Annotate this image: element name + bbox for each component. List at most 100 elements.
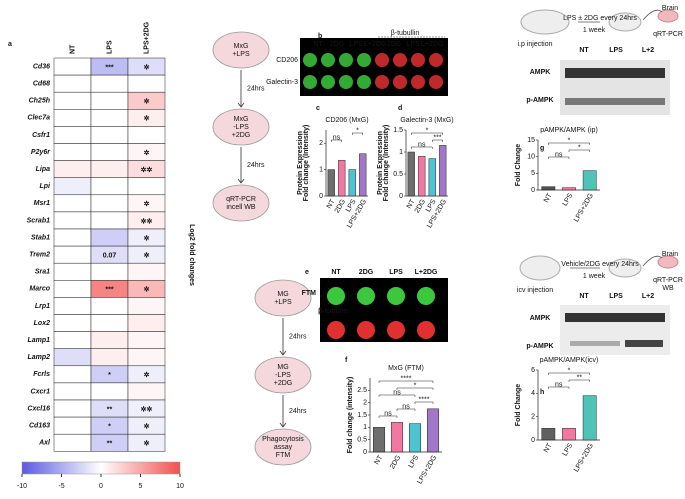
blot-row: AMPK xyxy=(530,315,551,322)
y-axis-label: Fold change (intensity) xyxy=(347,377,354,454)
blot-row: p-AMPK xyxy=(526,343,553,350)
well xyxy=(327,321,345,339)
bar xyxy=(428,158,436,197)
heat-cell xyxy=(127,433,166,452)
group-label: β-tubullin xyxy=(391,30,420,37)
gene-label: Cxcr1 xyxy=(31,388,51,395)
well xyxy=(417,321,435,339)
column-header: LPS xyxy=(406,41,420,48)
well xyxy=(393,75,407,89)
y-tick-label: 4 xyxy=(531,390,535,397)
column-header: L+2DG xyxy=(415,269,438,276)
blot-column: LPS xyxy=(609,47,623,54)
bar xyxy=(541,186,556,191)
significance: * xyxy=(426,127,429,134)
significance-bracket xyxy=(378,394,416,397)
significance: ✲ xyxy=(144,286,150,294)
well xyxy=(387,321,405,339)
significance-bracket xyxy=(568,379,590,382)
bar xyxy=(582,170,597,191)
heat-cell xyxy=(90,211,129,230)
bar xyxy=(426,408,440,453)
tissue-label: Brain xyxy=(662,5,678,12)
x-tick-label: NT xyxy=(374,454,385,466)
significance: * xyxy=(356,127,359,134)
culture-dish xyxy=(254,279,312,317)
step-text: MxG xyxy=(234,43,249,50)
y-tick-label: 0 xyxy=(399,193,403,200)
bar xyxy=(359,153,367,197)
heat-cell xyxy=(90,297,129,315)
gene-label: Sra1 xyxy=(35,269,50,276)
arrow xyxy=(237,70,245,108)
step-text: -LPS xyxy=(233,124,249,131)
panel-label: e xyxy=(305,269,309,276)
significance: ✲ xyxy=(144,371,150,379)
column-header: LPS+2DG xyxy=(143,21,150,54)
y-tick-label: 1 xyxy=(319,166,323,173)
well xyxy=(303,75,317,89)
gene-label: P2y6r xyxy=(31,149,51,156)
well xyxy=(303,53,317,67)
bar xyxy=(582,395,597,441)
heat-cell xyxy=(127,348,166,367)
x-tick-label: LPS xyxy=(562,192,575,207)
heat-cell xyxy=(127,331,166,349)
column-header: LPS xyxy=(349,41,363,48)
x-tick-label: LPS+2DG xyxy=(573,192,595,223)
column-header: 2DG xyxy=(387,41,402,48)
well xyxy=(375,75,389,89)
y-tick-label: 2 xyxy=(319,140,323,147)
y-tick-label: 10 xyxy=(527,154,535,161)
significance-bracket xyxy=(548,156,570,159)
bar xyxy=(408,423,422,453)
assay-label: qRT-PCR xyxy=(653,31,683,38)
heat-cell xyxy=(53,416,92,435)
significance: ** xyxy=(577,374,583,381)
significance: * xyxy=(108,372,111,379)
bar xyxy=(562,428,576,441)
y-tick-label: 1.5 xyxy=(393,127,403,134)
significance: *** xyxy=(105,64,113,71)
y-tick-label: 0 xyxy=(531,437,535,444)
well xyxy=(429,53,443,67)
column-header: LPS xyxy=(106,40,113,54)
significance: **** xyxy=(401,375,412,382)
significance-bracket xyxy=(396,408,416,411)
significance: * xyxy=(414,382,417,389)
y-tick-label: 5 xyxy=(531,170,535,177)
significance-bracket xyxy=(432,139,443,142)
well xyxy=(357,321,375,339)
y-axis-label: Fold Change xyxy=(515,144,522,186)
bar xyxy=(327,169,335,197)
gene-label: Ch25h xyxy=(29,98,50,105)
blot-row: AMPK xyxy=(530,69,551,76)
significance: ns xyxy=(384,410,392,417)
heat-cell xyxy=(90,262,129,281)
step-text: assay xyxy=(274,444,293,451)
x-tick-label: NT xyxy=(543,442,554,454)
y-tick-label: 2.5 xyxy=(357,387,367,394)
heat-cell xyxy=(127,126,166,144)
heat-cell xyxy=(90,74,129,93)
x-tick-label: 2DG xyxy=(414,198,427,214)
significance: *** xyxy=(433,134,441,141)
x-tick-label: LPS+2DG xyxy=(416,454,438,485)
step-text: MxG xyxy=(234,116,249,123)
significance: ** xyxy=(107,406,113,413)
well xyxy=(429,75,443,89)
tissue-label: Brain xyxy=(662,251,678,258)
y-tick-label: 0.5 xyxy=(393,171,403,178)
significance: ✲ xyxy=(144,98,150,106)
heat-cell xyxy=(53,160,92,178)
y-tick-label: 1 xyxy=(399,149,403,156)
step-text: MG xyxy=(277,364,288,371)
heat-cell xyxy=(53,177,92,196)
significance: * xyxy=(578,144,581,151)
colorbar-tick-label: 5 xyxy=(139,483,143,490)
panel-label: b xyxy=(318,33,322,40)
y-axis-label: Fold Change xyxy=(515,384,522,426)
gene-label: Cd68 xyxy=(33,80,50,87)
mouse-art xyxy=(519,9,679,355)
